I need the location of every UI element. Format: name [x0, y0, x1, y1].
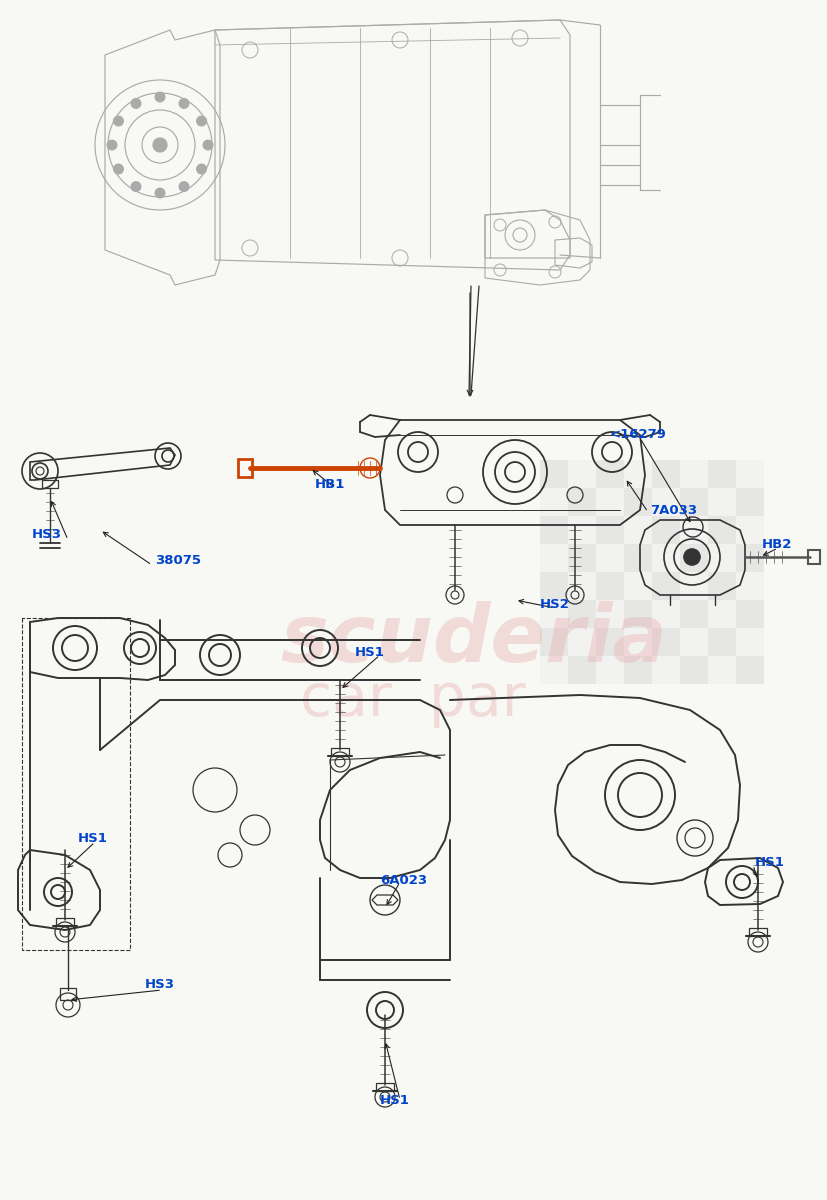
Bar: [680, 628, 708, 656]
Bar: [568, 600, 596, 628]
Bar: [540, 460, 568, 488]
Circle shape: [131, 181, 141, 192]
Bar: [596, 516, 624, 544]
Bar: [708, 488, 736, 516]
Bar: [680, 460, 708, 488]
Circle shape: [113, 116, 123, 126]
Bar: [624, 628, 652, 656]
Bar: [624, 544, 652, 572]
Bar: [708, 544, 736, 572]
Bar: [624, 488, 652, 516]
Bar: [708, 572, 736, 600]
Text: <16279: <16279: [610, 428, 667, 442]
Text: 38075: 38075: [155, 553, 201, 566]
Circle shape: [197, 164, 207, 174]
Circle shape: [131, 98, 141, 108]
Text: HS1: HS1: [78, 832, 108, 845]
Text: HS3: HS3: [145, 978, 175, 991]
Bar: [736, 460, 764, 488]
Bar: [736, 656, 764, 684]
Bar: [708, 600, 736, 628]
Bar: [736, 544, 764, 572]
Circle shape: [684, 550, 700, 565]
Bar: [736, 572, 764, 600]
Bar: [568, 488, 596, 516]
Bar: [540, 516, 568, 544]
Circle shape: [153, 138, 167, 152]
Bar: [540, 656, 568, 684]
Circle shape: [197, 116, 207, 126]
Bar: [652, 544, 680, 572]
Bar: [568, 572, 596, 600]
Bar: [596, 460, 624, 488]
Bar: [624, 516, 652, 544]
Text: car  par: car par: [300, 672, 526, 728]
Bar: [680, 488, 708, 516]
Circle shape: [107, 140, 117, 150]
Bar: [540, 628, 568, 656]
Bar: [540, 600, 568, 628]
Bar: [568, 628, 596, 656]
Text: 7A033: 7A033: [650, 504, 697, 516]
Bar: [540, 488, 568, 516]
Bar: [596, 600, 624, 628]
Bar: [652, 628, 680, 656]
Bar: [708, 516, 736, 544]
Bar: [596, 488, 624, 516]
Circle shape: [179, 98, 189, 108]
Text: scuderia: scuderia: [280, 601, 667, 679]
Text: HB1: HB1: [315, 479, 346, 492]
Bar: [708, 656, 736, 684]
Bar: [736, 516, 764, 544]
Bar: [680, 600, 708, 628]
Bar: [680, 544, 708, 572]
Bar: [624, 656, 652, 684]
Text: HS1: HS1: [755, 856, 785, 869]
Bar: [708, 628, 736, 656]
Text: HS1: HS1: [380, 1093, 410, 1106]
Bar: [736, 488, 764, 516]
Bar: [736, 600, 764, 628]
Bar: [652, 516, 680, 544]
Bar: [596, 628, 624, 656]
Bar: [596, 572, 624, 600]
Bar: [652, 572, 680, 600]
Bar: [652, 460, 680, 488]
Bar: [652, 656, 680, 684]
Bar: [652, 488, 680, 516]
Circle shape: [155, 188, 165, 198]
Circle shape: [179, 181, 189, 192]
Circle shape: [203, 140, 213, 150]
Text: HS1: HS1: [355, 646, 385, 659]
Bar: [736, 628, 764, 656]
Bar: [540, 544, 568, 572]
Bar: [540, 572, 568, 600]
Bar: [652, 600, 680, 628]
Bar: [680, 572, 708, 600]
Text: HS3: HS3: [32, 528, 62, 541]
Bar: [624, 600, 652, 628]
Bar: [624, 572, 652, 600]
Bar: [680, 516, 708, 544]
Bar: [568, 544, 596, 572]
Text: 6A023: 6A023: [380, 874, 427, 887]
Circle shape: [113, 164, 123, 174]
Bar: [680, 656, 708, 684]
Bar: [568, 460, 596, 488]
Text: HB2: HB2: [762, 539, 792, 552]
Bar: [568, 516, 596, 544]
Bar: [708, 460, 736, 488]
Bar: [624, 460, 652, 488]
Bar: [596, 656, 624, 684]
Text: HS2: HS2: [540, 599, 570, 612]
Bar: [568, 656, 596, 684]
Circle shape: [155, 92, 165, 102]
Bar: [596, 544, 624, 572]
